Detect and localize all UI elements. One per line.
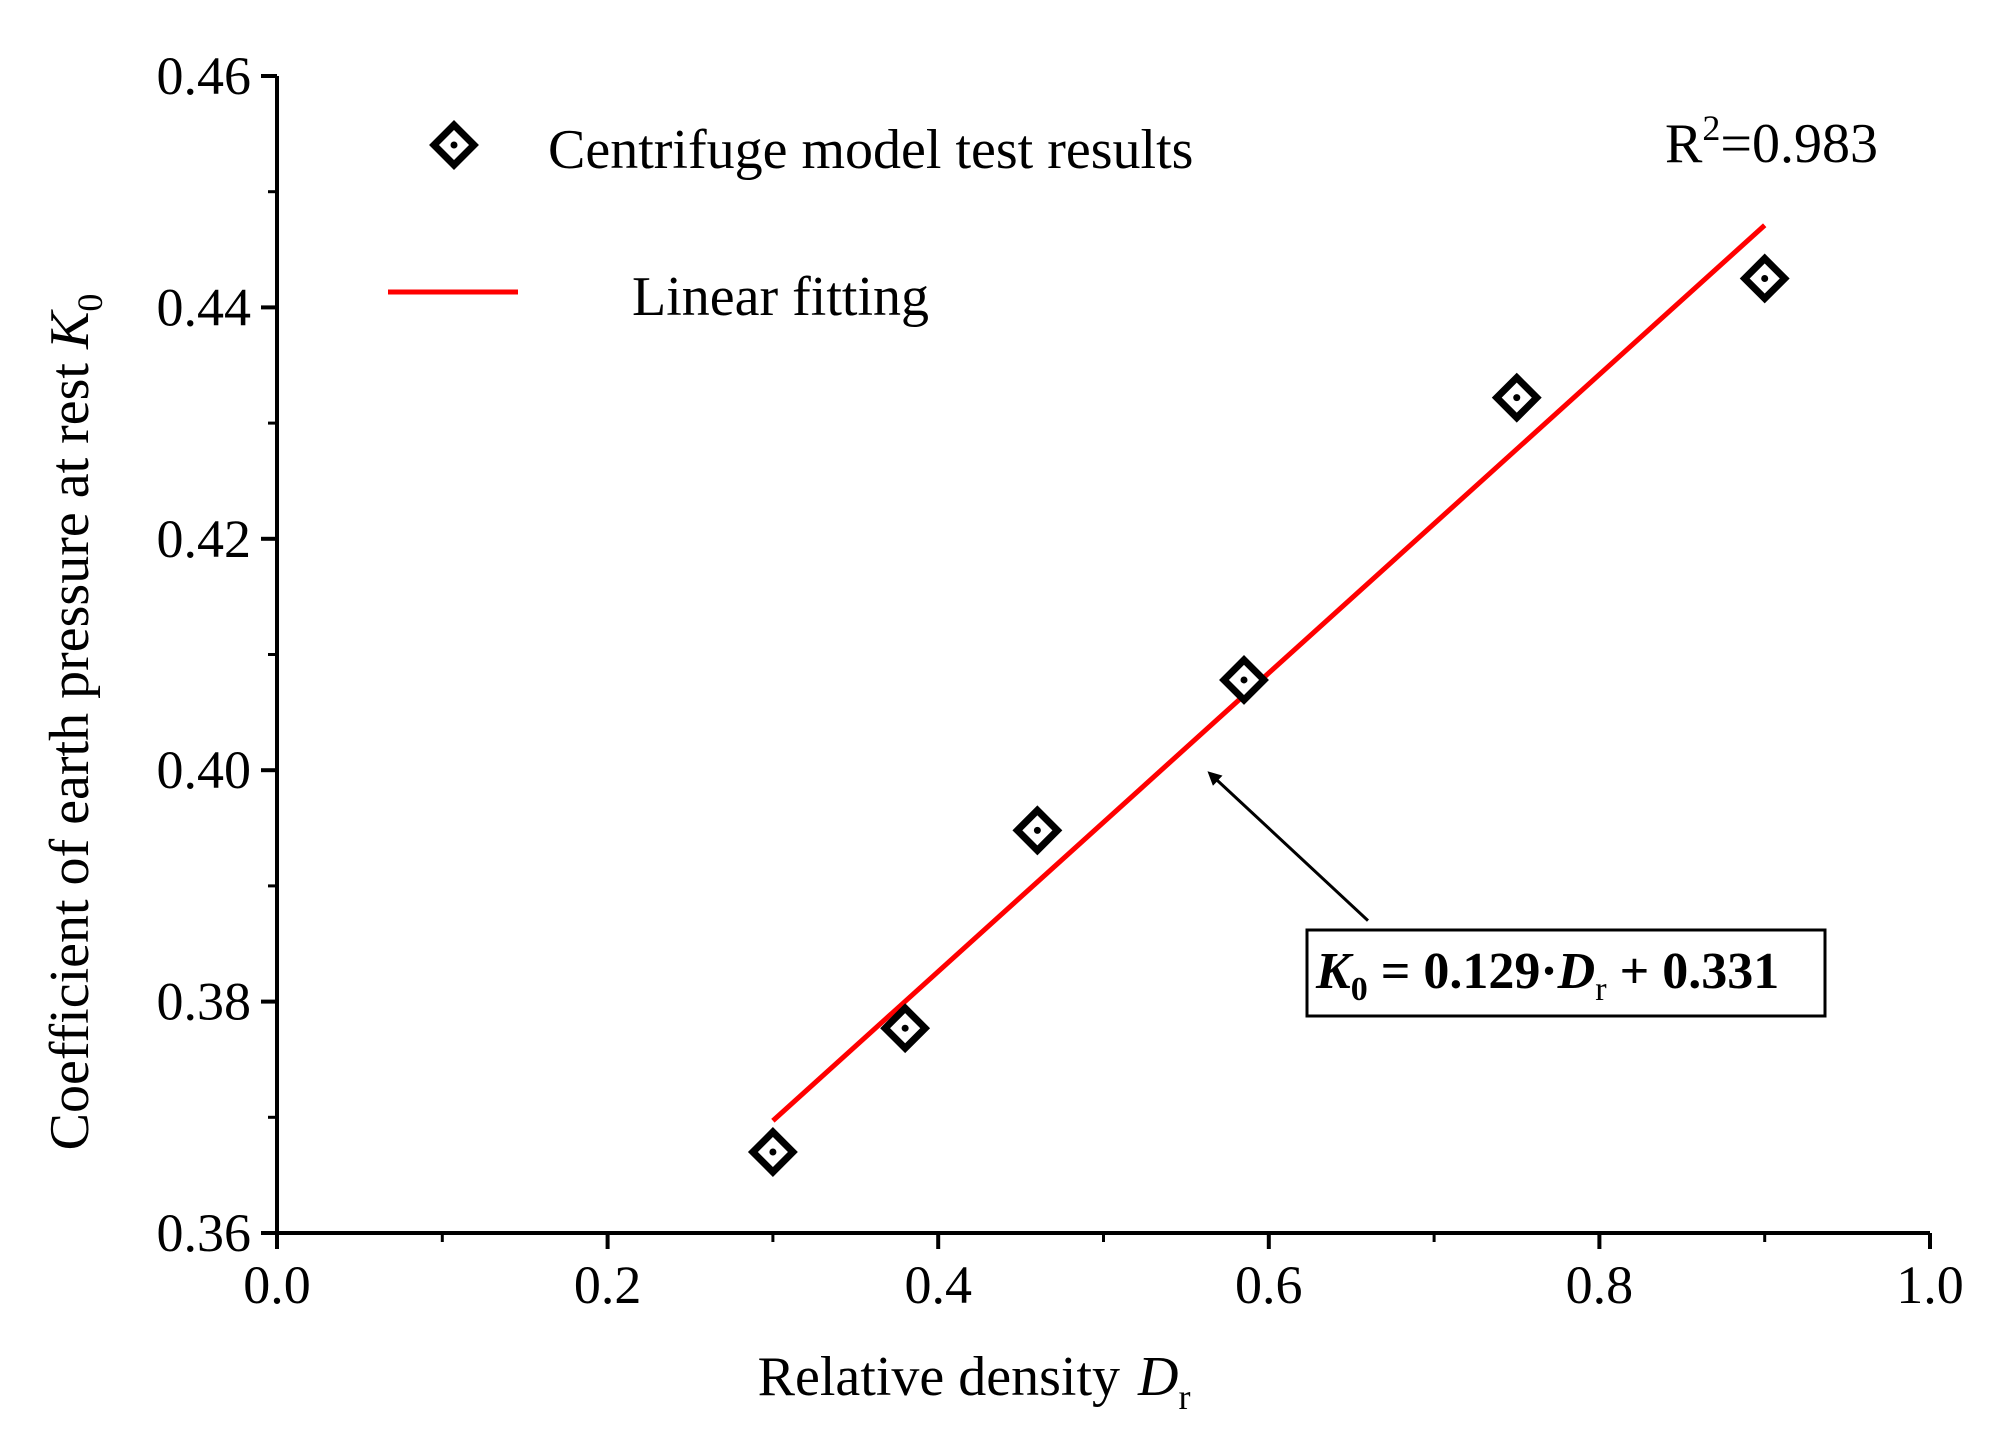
x-axis-title-symbol: Dr [1137, 1346, 1190, 1417]
data-point-dot [1033, 826, 1041, 834]
y-tick-label: 0.40 [157, 740, 252, 800]
legend-diamond-dot [450, 141, 458, 149]
linear-fit-line [771, 223, 1767, 1123]
x-tick-label: 0.8 [1566, 1255, 1634, 1315]
data-point [880, 1003, 931, 1054]
y-axis-title: Coefficient of earth pressure at rest K0 [39, 294, 110, 1151]
data-point-dot [901, 1024, 909, 1032]
equation-label: K0 = 0.129·Dr + 0.331 [1315, 943, 1779, 1008]
x-axis-title: Relative density [758, 1346, 1120, 1408]
x-axis-ticks: 0.0 0.2 0.4 0.6 0.8 1.0 [243, 1233, 1964, 1315]
y-tick-label: 0.46 [157, 46, 252, 106]
legend-label-fit: Linear fitting [632, 266, 929, 328]
data-point [1739, 253, 1790, 304]
data-point [1012, 805, 1063, 856]
data-point-dot [1513, 394, 1521, 402]
y-axis-ticks: 0.36 0.38 0.40 0.42 0.44 0.46 [157, 46, 277, 1263]
x-tick-label: 0.0 [243, 1255, 311, 1315]
x-tick-label: 0.6 [1235, 1255, 1303, 1315]
data-point [1491, 372, 1542, 423]
data-points [747, 253, 1790, 1177]
equation-box [1305, 928, 1827, 1018]
x-tick-label: 1.0 [1896, 1255, 1964, 1315]
r-squared-label: R2=0.983 [1665, 108, 1878, 175]
data-point-dot [769, 1148, 777, 1156]
x-tick-label: 0.4 [904, 1255, 972, 1315]
axes [275, 76, 1930, 1235]
x-tick-label: 0.2 [574, 1255, 642, 1315]
y-tick-label: 0.44 [157, 277, 252, 337]
data-point [747, 1127, 798, 1177]
legend: Centrifuge model test results Linear fit… [388, 119, 1193, 328]
y-tick-label: 0.42 [157, 509, 252, 569]
data-point-dot [1761, 274, 1769, 282]
legend-label-scatter: Centrifuge model test results [548, 119, 1193, 181]
legend-marker-diamond [429, 120, 479, 170]
equation-arrow [1207, 771, 1370, 922]
y-tick-label: 0.36 [157, 1203, 252, 1263]
legend-diamond [429, 120, 479, 170]
data-point [1219, 655, 1269, 705]
y-tick-label: 0.38 [157, 972, 252, 1032]
data-point-dot [1240, 676, 1248, 684]
